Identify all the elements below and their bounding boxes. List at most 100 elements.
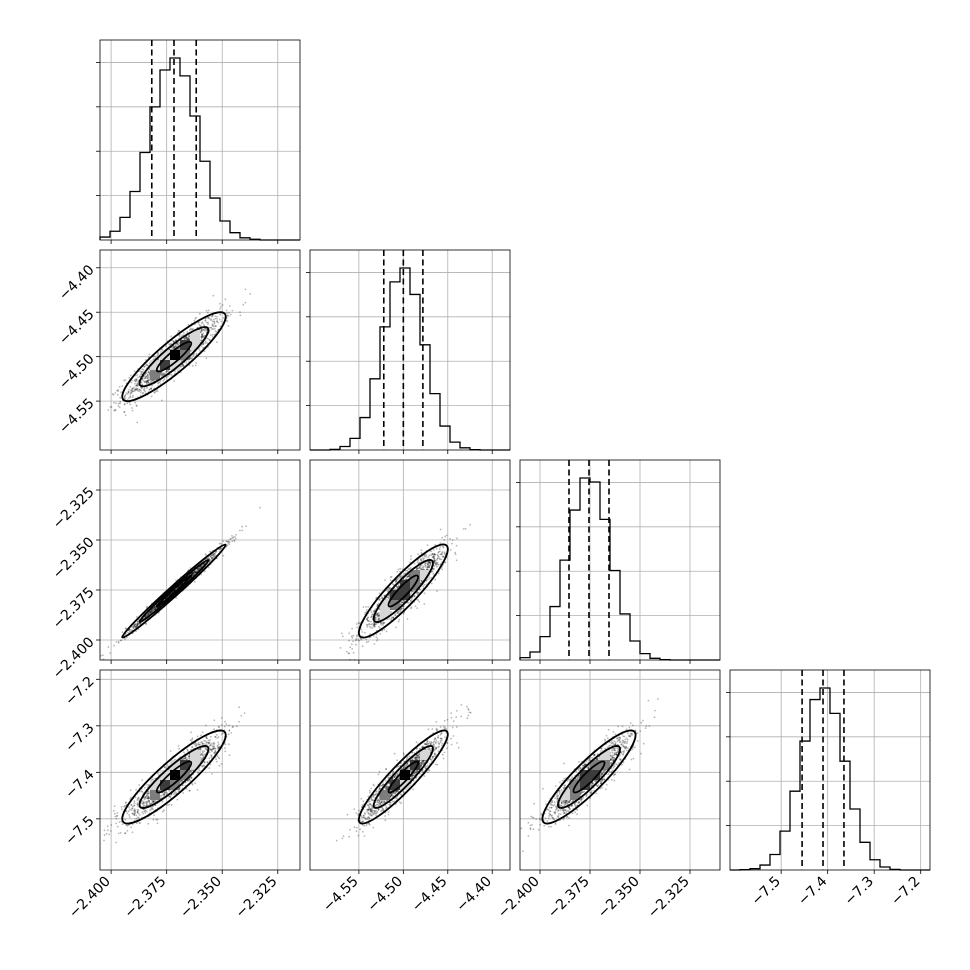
sample-point <box>212 328 215 330</box>
sample-point <box>156 354 159 357</box>
sample-point <box>355 623 358 625</box>
sample-point <box>151 379 153 382</box>
sample-point <box>416 592 419 595</box>
sample-point <box>168 803 171 806</box>
sample-point <box>427 556 430 559</box>
sample-point <box>205 329 208 332</box>
sample-point <box>150 395 153 398</box>
sample-point <box>226 320 229 322</box>
sample-point <box>398 618 401 621</box>
sample-point <box>114 409 117 412</box>
sample-point <box>139 370 142 373</box>
sample-point <box>207 323 210 325</box>
sample-point <box>348 652 351 655</box>
sample-point <box>219 313 222 316</box>
sample-point <box>187 323 190 326</box>
sample-point <box>146 379 149 382</box>
sample-point <box>204 320 207 322</box>
sample-point <box>179 365 182 368</box>
sample-point <box>181 359 183 362</box>
sample-point <box>379 633 382 635</box>
sample-point <box>418 600 421 603</box>
sample-point <box>212 318 215 321</box>
sample-point <box>129 403 132 406</box>
histogram-panel-p1 <box>306 249 511 454</box>
sample-point <box>345 650 348 653</box>
sample-point <box>365 606 367 608</box>
sample-point <box>429 562 432 564</box>
sample-point <box>187 335 190 337</box>
sample-point <box>229 313 232 316</box>
sample-point <box>147 370 150 373</box>
sample-point <box>162 379 165 382</box>
sample-point <box>376 638 379 640</box>
sample-point <box>409 599 412 602</box>
sample-point <box>128 388 131 391</box>
sample-point <box>375 636 378 639</box>
sample-point <box>146 380 149 382</box>
sample-point <box>234 537 237 540</box>
sample-point <box>150 387 153 390</box>
sample-point <box>407 601 410 604</box>
sample-point <box>152 818 155 821</box>
sample-point <box>101 654 104 657</box>
sample-point <box>213 321 216 324</box>
sample-point <box>436 590 438 592</box>
sample-point <box>202 323 205 326</box>
sample-point <box>216 315 219 318</box>
sample-point <box>172 340 175 343</box>
sample-point <box>214 315 217 318</box>
sample-point <box>199 324 201 327</box>
sample-point <box>123 379 125 382</box>
sample-point <box>138 784 141 786</box>
sample-point <box>136 803 139 806</box>
sample-point <box>206 337 209 340</box>
sample-point <box>155 390 158 393</box>
sample-point <box>210 319 212 322</box>
sample-point <box>195 362 197 364</box>
sample-point <box>113 409 116 412</box>
sample-point <box>175 339 177 342</box>
sample-point <box>219 302 221 305</box>
sample-point <box>126 812 129 815</box>
sample-point <box>443 551 446 554</box>
sample-point <box>442 555 444 558</box>
sample-point <box>202 347 204 349</box>
sample-point <box>368 625 371 628</box>
sample-point <box>135 404 138 407</box>
sample-point <box>216 734 218 736</box>
sample-point <box>147 379 150 382</box>
sample-point <box>230 537 232 540</box>
sample-point <box>352 651 355 654</box>
sample-point <box>139 388 141 391</box>
sample-point <box>141 368 144 371</box>
sample-point <box>135 378 138 381</box>
sample-point <box>153 608 156 611</box>
sample-point <box>389 579 392 582</box>
sample-point <box>120 391 122 394</box>
sample-point <box>361 645 364 648</box>
sample-point <box>358 639 361 642</box>
sample-point <box>191 738 194 741</box>
sample-point <box>208 317 211 320</box>
sample-point <box>220 724 223 726</box>
sample-point <box>341 632 343 635</box>
sample-point <box>205 309 208 312</box>
sample-point <box>402 612 405 615</box>
sample-point <box>349 646 352 649</box>
sample-point <box>396 612 398 614</box>
sample-point <box>438 557 441 559</box>
sample-point <box>201 321 204 323</box>
sample-point <box>169 750 172 752</box>
sample-point <box>182 792 185 794</box>
sample-point <box>368 623 371 625</box>
sample-point <box>140 372 143 375</box>
sample-point <box>239 314 242 317</box>
sample-point <box>364 631 366 634</box>
sample-point <box>130 390 133 393</box>
sample-point <box>204 340 207 342</box>
sample-point <box>399 567 402 570</box>
sample-point <box>135 789 138 791</box>
sample-point <box>136 385 139 388</box>
sample-point <box>424 566 427 568</box>
